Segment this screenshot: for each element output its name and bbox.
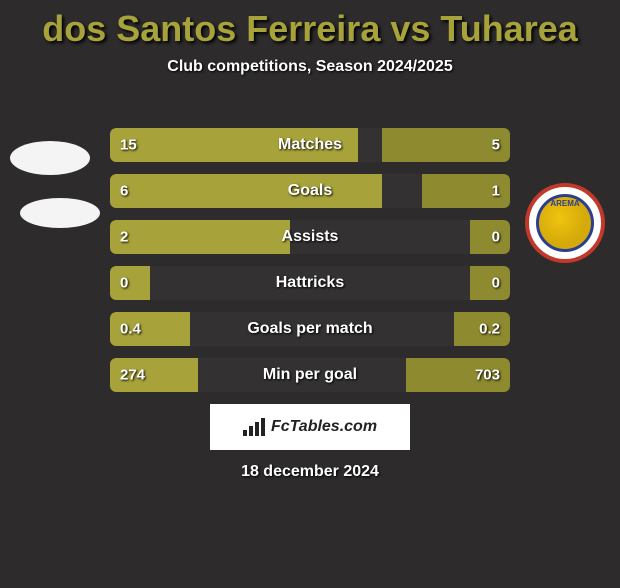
stat-label: Matches	[110, 136, 510, 154]
page-title: dos Santos Ferreira vs Tuharea	[0, 8, 620, 50]
subtitle: Club competitions, Season 2024/2025	[0, 58, 620, 76]
stat-value-right: 0	[492, 229, 500, 246]
stat-row: 0.4Goals per match0.2	[110, 312, 510, 346]
stat-label: Min per goal	[110, 366, 510, 384]
stat-row: 6Goals1	[110, 174, 510, 208]
stat-label: Goals per match	[110, 320, 510, 338]
stat-label: Assists	[110, 228, 510, 246]
stat-label: Goals	[110, 182, 510, 200]
club-logo-arema: AREMA	[536, 194, 594, 252]
stat-value-right: 5	[492, 137, 500, 154]
stat-value-right: 0	[492, 275, 500, 292]
team-badge-left-2	[20, 173, 100, 253]
fctables-logo: FcTables.com	[210, 404, 410, 450]
stat-row: 2Assists0	[110, 220, 510, 254]
stat-value-right: 1	[492, 183, 500, 200]
logo-text: FcTables.com	[271, 418, 377, 436]
stat-row: 15Matches5	[110, 128, 510, 162]
stat-value-right: 703	[475, 367, 500, 384]
team-badge-right: AREMA	[525, 183, 605, 263]
stat-label: Hattricks	[110, 274, 510, 292]
stat-row: 274Min per goal703	[110, 358, 510, 392]
club-logo-placeholder-2	[20, 198, 100, 228]
logo-bars-icon	[243, 418, 265, 436]
club-logo-placeholder-1	[10, 141, 90, 175]
stat-value-right: 0.2	[479, 321, 500, 338]
stats-panel: 15Matches56Goals12Assists00Hattricks00.4…	[110, 128, 510, 404]
date-label: 18 december 2024	[0, 463, 620, 481]
stat-row: 0Hattricks0	[110, 266, 510, 300]
